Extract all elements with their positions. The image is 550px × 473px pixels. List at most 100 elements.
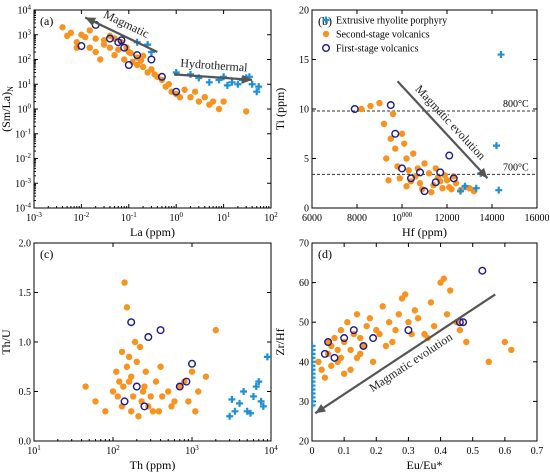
point-extrusive bbox=[312, 342, 316, 350]
point-extrusive bbox=[231, 407, 239, 415]
point-second-stage bbox=[129, 393, 137, 400]
point-extrusive bbox=[253, 88, 261, 96]
point-second-stage bbox=[137, 57, 145, 64]
point-second-stage bbox=[136, 343, 144, 351]
point-first-stage bbox=[478, 266, 487, 275]
point-second-stage bbox=[337, 354, 345, 362]
point-second-stage bbox=[380, 120, 388, 128]
point-second-stage bbox=[212, 326, 219, 334]
point-first-stage bbox=[391, 129, 400, 138]
point-first-stage bbox=[369, 334, 378, 343]
point-first-stage bbox=[117, 36, 126, 45]
x-tick-label: 10-3 bbox=[26, 211, 42, 224]
x-tick-label: 0.6 bbox=[499, 446, 512, 457]
arrow-head bbox=[85, 17, 97, 26]
point-second-stage bbox=[106, 44, 114, 51]
x-tick-label: 103 bbox=[185, 444, 199, 457]
point-extrusive bbox=[246, 409, 254, 417]
point-second-stage bbox=[430, 322, 438, 330]
point-second-stage bbox=[392, 326, 399, 334]
point-second-stage bbox=[120, 383, 127, 390]
point-extrusive bbox=[312, 397, 316, 405]
point-extrusive bbox=[472, 184, 480, 192]
point-second-stage bbox=[347, 366, 354, 373]
arrow-head bbox=[315, 404, 327, 414]
point-second-stage bbox=[385, 177, 392, 184]
point-second-stage bbox=[447, 287, 454, 294]
point-second-stage bbox=[410, 150, 417, 157]
point-second-stage bbox=[92, 48, 99, 56]
point-second-stage bbox=[86, 44, 93, 51]
point-second-stage bbox=[118, 348, 126, 356]
point-first-stage bbox=[436, 168, 445, 177]
point-second-stage bbox=[353, 354, 361, 362]
point-second-stage bbox=[403, 183, 410, 190]
point-extrusive bbox=[312, 389, 316, 397]
point-second-stage bbox=[195, 98, 203, 105]
point-second-stage bbox=[387, 135, 394, 142]
x-tick-label: 16000 bbox=[525, 213, 550, 224]
point-second-stage bbox=[334, 346, 341, 354]
x-axis-label: Hf (ppm) bbox=[402, 225, 447, 239]
point-second-stage bbox=[111, 51, 118, 59]
point-extrusive bbox=[312, 374, 316, 382]
point-first-stage bbox=[431, 178, 440, 187]
temperature-label: 700°C bbox=[503, 162, 529, 173]
point-second-stage bbox=[402, 291, 409, 298]
x-tick-label: 104 bbox=[264, 444, 278, 457]
point-first-stage bbox=[340, 334, 349, 343]
point-extrusive bbox=[249, 392, 257, 400]
point-second-stage bbox=[142, 368, 149, 375]
annotation-label: Hydrothermal bbox=[180, 56, 249, 75]
point-first-stage bbox=[157, 72, 166, 81]
data-points bbox=[82, 279, 271, 420]
point-extrusive bbox=[263, 353, 271, 361]
point-second-stage bbox=[398, 130, 406, 137]
point-extrusive bbox=[322, 16, 330, 24]
x-tick-label: 10-1 bbox=[121, 211, 137, 224]
point-extrusive bbox=[457, 187, 464, 195]
point-extrusive bbox=[312, 401, 316, 409]
point-second-stage bbox=[149, 408, 157, 415]
point-first-stage bbox=[420, 187, 429, 196]
point-second-stage bbox=[315, 358, 322, 365]
point-second-stage bbox=[405, 167, 412, 174]
point-second-stage bbox=[456, 326, 464, 334]
x-tick-label: 0.3 bbox=[402, 446, 415, 457]
point-first-stage bbox=[140, 402, 149, 411]
point-extrusive bbox=[493, 142, 500, 150]
point-second-stage bbox=[127, 49, 134, 57]
arrow-shaft bbox=[396, 80, 489, 180]
arrow-head bbox=[241, 74, 253, 84]
point-second-stage bbox=[195, 388, 202, 395]
point-second-stage bbox=[324, 338, 332, 346]
point-second-stage bbox=[123, 304, 131, 311]
y-tick-label: 103 bbox=[18, 28, 32, 41]
point-extrusive bbox=[495, 186, 503, 194]
arrow-head bbox=[477, 167, 488, 179]
y-tick-label: 10 bbox=[299, 105, 309, 116]
arrow-shaft bbox=[84, 16, 158, 54]
legend: Extrusive rhyolite porphyry Second-stage … bbox=[322, 16, 447, 55]
point-second-stage bbox=[133, 358, 140, 365]
point-second-stage bbox=[109, 388, 117, 395]
point-second-stage bbox=[86, 27, 93, 34]
x-axis-label: La (ppm) bbox=[130, 225, 175, 239]
point-extrusive bbox=[259, 402, 267, 410]
point-extrusive bbox=[205, 78, 213, 86]
point-second-stage bbox=[123, 44, 130, 51]
point-first-stage bbox=[124, 60, 133, 69]
point-extrusive bbox=[312, 382, 316, 390]
x-tick-label: 0 bbox=[310, 446, 315, 457]
point-extrusive bbox=[312, 354, 316, 362]
point-extrusive bbox=[257, 397, 265, 405]
x-tick-label: 6000 bbox=[302, 213, 322, 224]
point-extrusive bbox=[461, 182, 469, 190]
point-extrusive bbox=[240, 388, 248, 395]
point-first-stage bbox=[330, 353, 339, 362]
y-tick-label: 5 bbox=[304, 154, 309, 165]
point-first-stage bbox=[349, 326, 358, 335]
y-tick-label: 1.0 bbox=[19, 338, 32, 349]
y-tick-label: 0 bbox=[304, 204, 309, 215]
point-second-stage bbox=[363, 322, 370, 330]
